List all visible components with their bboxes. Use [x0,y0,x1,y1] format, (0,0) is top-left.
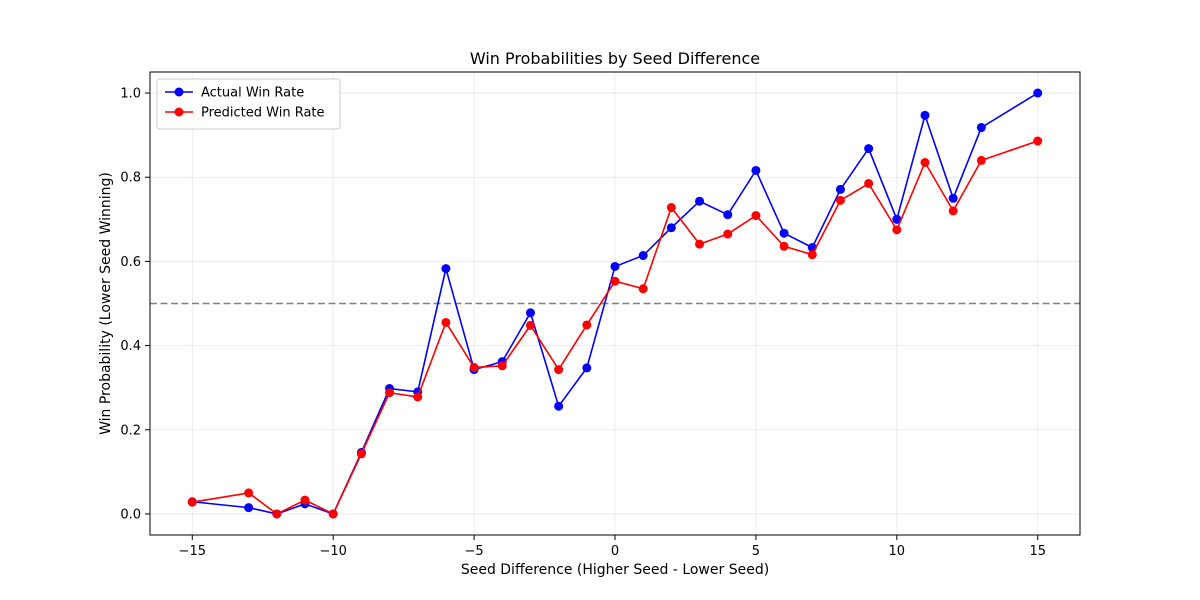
data-point [779,241,789,251]
data-point [638,251,648,261]
data-point [751,165,761,175]
x-tick-label: 0 [611,544,619,559]
data-point [807,250,817,260]
data-point [582,320,592,330]
data-point [892,225,902,235]
data-point [864,179,874,189]
legend-label: Actual Win Rate [201,86,304,101]
axis-ticks: −15 −10 −5 0 5 10 15 0.0 0.2 0.4 0.6 0.8 1.0 [120,87,1046,559]
data-point [469,362,479,372]
data-point [695,239,705,249]
x-axis-label: Seed Difference (Higher Seed - Lower See… [461,562,769,578]
data-point [666,203,676,213]
y-tick-label: 0.4 [120,339,141,354]
data-point [272,509,282,519]
data-point [976,155,986,165]
data-point [525,320,535,330]
data-point [892,214,902,224]
legend-box [156,78,341,130]
data-point [610,276,620,286]
data-point [385,388,395,398]
data-point [864,144,874,154]
data-point [638,284,648,294]
data-point [244,488,254,498]
y-tick-label: 0.8 [120,171,141,186]
data-point [1033,136,1043,146]
series-layer [187,88,1043,519]
data-point [666,223,676,233]
y-axis-label: Win Probability (Lower Seed Winning) [98,172,114,435]
chart-title: Win Probabilities by Seed Difference [470,49,760,68]
series-predicted [187,136,1043,519]
data-point [695,196,705,206]
data-point [413,392,423,402]
data-point [300,495,310,505]
legend-label: Predicted Win Rate [201,106,325,121]
data-point [723,210,733,220]
data-point [948,193,958,203]
legend: Actual Win Rate Predicted Win Rate [156,78,341,130]
x-tick-label: 10 [889,544,906,559]
y-tick-label: 0.2 [120,423,141,438]
data-point [920,157,930,167]
x-tick-label: 5 [752,544,760,559]
data-point [948,206,958,216]
data-point [835,195,845,205]
legend-swatch-marker [174,87,184,97]
data-point [582,363,592,373]
data-point [187,497,197,507]
data-point [554,365,564,375]
y-tick-label: 1.0 [120,87,141,102]
x-tick-label: −10 [319,544,346,559]
data-point [525,308,535,318]
data-point [356,449,366,459]
data-point [779,228,789,238]
data-point [751,211,761,221]
data-point [244,503,254,513]
data-point [610,261,620,271]
data-point [1033,88,1043,98]
data-point [835,184,845,194]
legend-swatch-marker [174,107,184,117]
grid [150,72,1080,535]
data-point [328,509,338,519]
x-tick-label: −5 [465,544,484,559]
data-point [554,401,564,411]
data-point [723,229,733,239]
x-tick-label: 15 [1029,544,1046,559]
y-tick-label: 0.0 [120,507,141,522]
data-point [497,361,507,371]
data-point [920,110,930,120]
data-point [976,123,986,133]
data-point [441,264,451,274]
y-tick-label: 0.6 [120,255,141,270]
x-tick-label: −15 [179,544,206,559]
data-point [441,317,451,327]
